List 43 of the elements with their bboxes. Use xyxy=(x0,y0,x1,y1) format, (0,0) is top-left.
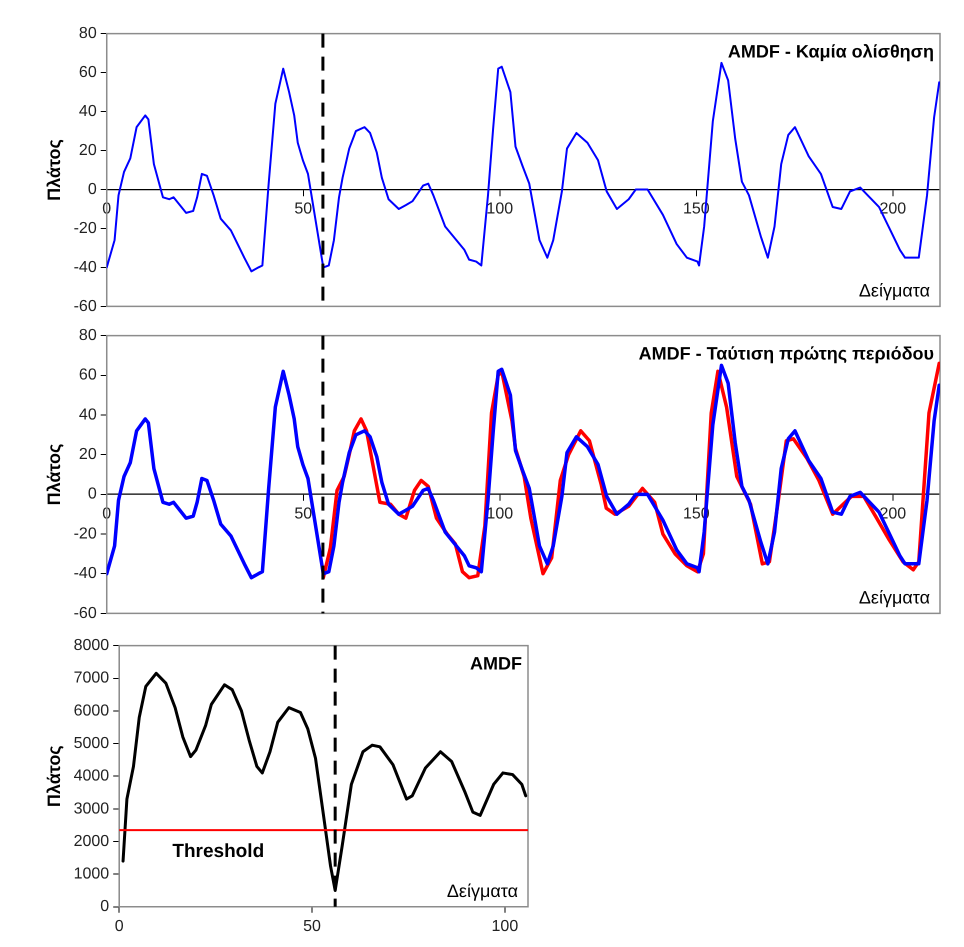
x-tick-label: 50 xyxy=(294,200,312,218)
y-tick-label: 0 xyxy=(100,898,110,916)
y-tick-label: 7000 xyxy=(74,670,110,687)
y-tick-label: 5000 xyxy=(74,734,110,752)
chart-title: AMDF - Ταύτιση πρώτης περιόδου xyxy=(638,344,934,364)
y-tick-label: 6000 xyxy=(74,702,110,720)
y-tick-label: 80 xyxy=(78,327,97,344)
x-axis-title: Δείγματα xyxy=(858,587,930,608)
text: AMDF - Καμία ολίσθηση xyxy=(728,42,934,62)
y-tick-label: -60 xyxy=(74,604,97,622)
y-tick-label: 60 xyxy=(78,366,97,384)
y-axis-title: Πλάτος xyxy=(44,745,64,808)
x-tick-label: 50 xyxy=(303,918,322,935)
x-tick-label: 200 xyxy=(879,200,906,218)
y-tick-label: 40 xyxy=(78,406,97,424)
y-tick-label: -60 xyxy=(74,298,97,315)
y-tick-label: 60 xyxy=(78,64,97,81)
y-tick-label: 3000 xyxy=(74,800,110,818)
x-tick-label: 100 xyxy=(486,200,514,218)
x-tick-label: 0 xyxy=(114,918,124,935)
y-tick-label: -20 xyxy=(74,525,97,542)
y-tick-label: 20 xyxy=(78,142,97,159)
y-tick-label: 2000 xyxy=(74,832,110,850)
x-axis-title: Δείγματα xyxy=(858,280,930,300)
y-tick-label: 0 xyxy=(88,486,97,503)
y-tick-label: 1000 xyxy=(74,866,110,883)
y-tick-label: -40 xyxy=(74,258,97,276)
y-tick-label: 40 xyxy=(78,102,97,120)
ref-line-label: Threshold xyxy=(172,840,264,862)
y-tick-label: 80 xyxy=(78,25,97,42)
y-tick-label: 20 xyxy=(78,446,97,464)
y-tick-label: 0 xyxy=(88,180,97,198)
x-tick-label: 100 xyxy=(486,505,514,522)
y-tick-label: -20 xyxy=(74,220,97,237)
x-tick-label: 50 xyxy=(294,505,312,522)
chart-title: AMDF xyxy=(470,654,522,674)
y-axis-title: Πλάτος xyxy=(44,444,64,506)
y-tick-label: 4000 xyxy=(74,768,110,785)
y-axis-title: Πλάτος xyxy=(44,139,64,201)
x-axis-title: Δείγματα xyxy=(446,880,518,901)
y-tick-label: -40 xyxy=(74,565,97,582)
y-tick-label: 8000 xyxy=(74,637,110,654)
x-tick-label: 100 xyxy=(492,918,518,935)
